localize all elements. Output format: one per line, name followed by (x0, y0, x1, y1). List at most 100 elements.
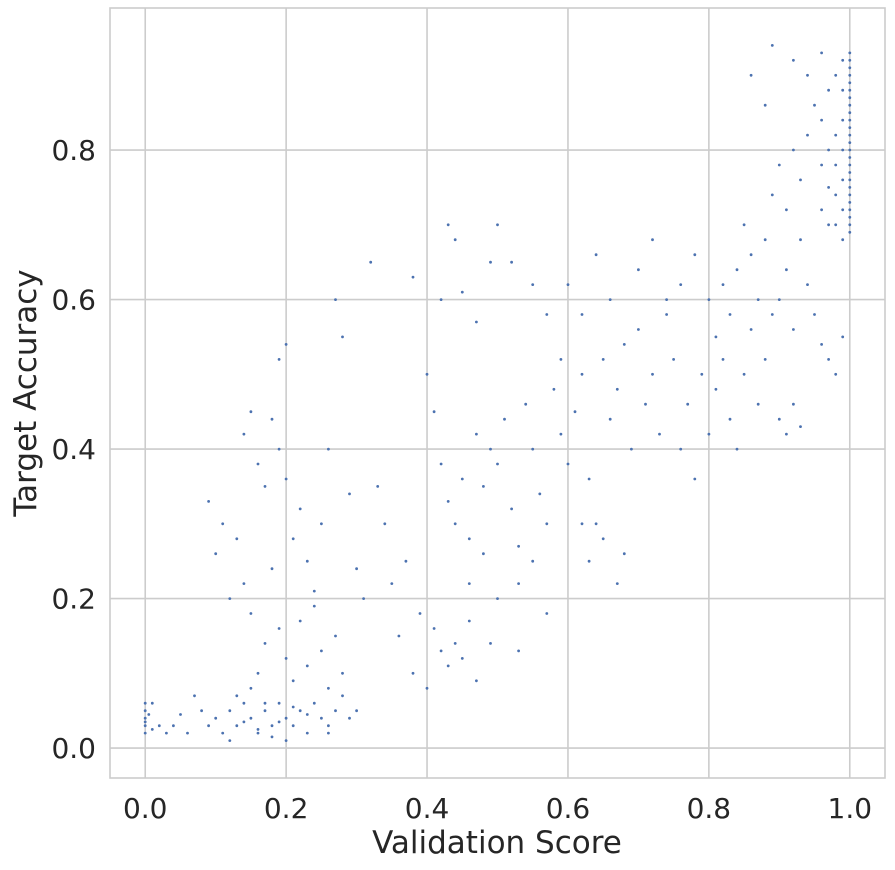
data-point (418, 612, 422, 615)
data-point (820, 51, 823, 55)
data-point (573, 410, 577, 414)
data-point (848, 96, 852, 100)
plot-area-frame (109, 7, 886, 779)
data-point (841, 118, 845, 122)
data-point (475, 679, 478, 683)
data-point (460, 657, 464, 660)
data-point (172, 724, 175, 728)
x-tick-label: 0.8 (687, 792, 732, 825)
data-point (404, 559, 408, 563)
data-point (777, 163, 781, 167)
data-point (249, 612, 253, 615)
data-point (834, 73, 838, 77)
data-point (841, 208, 845, 212)
data-point (848, 148, 852, 152)
data-point (777, 298, 781, 301)
data-point (707, 432, 711, 436)
data-point (834, 163, 838, 167)
data-point (799, 238, 802, 242)
data-point (714, 335, 718, 339)
data-point (467, 582, 471, 585)
data-point (242, 582, 246, 585)
data-point (411, 671, 415, 675)
data-point (517, 582, 520, 585)
data-point (841, 148, 845, 152)
data-point (728, 313, 732, 316)
data-point (312, 701, 316, 705)
data-point (256, 731, 260, 735)
data-point (214, 716, 218, 720)
data-point (517, 544, 520, 548)
data-point (510, 260, 513, 264)
data-point (214, 552, 218, 556)
data-point (848, 193, 852, 197)
data-point (143, 716, 147, 720)
data-point (467, 619, 471, 623)
data-point (496, 597, 499, 600)
data-point (150, 728, 154, 731)
data-point (848, 81, 852, 85)
data-point (143, 701, 147, 705)
data-point (792, 402, 795, 406)
data-point (446, 664, 450, 668)
data-point (813, 313, 816, 316)
data-point (665, 313, 668, 316)
data-point (841, 335, 845, 339)
y-tick-label: 0.6 (51, 284, 96, 317)
data-point (848, 58, 852, 62)
data-point (277, 358, 281, 361)
data-point (348, 492, 351, 496)
data-point (848, 230, 852, 234)
data-point (305, 731, 309, 735)
x-tick-label: 0.6 (546, 792, 591, 825)
data-point (327, 731, 330, 735)
data-point (334, 709, 337, 713)
data-point (249, 410, 253, 414)
y-axis-ticks: 0.0 0.2 0.4 0.6 0.8 (51, 134, 96, 765)
data-point (446, 500, 450, 503)
data-point (594, 253, 598, 257)
data-point (770, 193, 774, 197)
y-tick-label: 0.2 (51, 583, 96, 616)
data-point (150, 701, 154, 705)
data-point (658, 432, 661, 436)
data-point (785, 432, 788, 436)
data-point (263, 485, 267, 488)
data-point (284, 739, 288, 742)
data-point (841, 58, 845, 62)
data-point (601, 358, 605, 361)
data-point (284, 477, 288, 481)
data-point (228, 597, 232, 600)
data-point (735, 268, 739, 272)
data-point (510, 507, 513, 511)
data-point (749, 253, 753, 257)
data-point (785, 208, 788, 212)
data-point (785, 268, 788, 272)
data-point (827, 223, 830, 227)
data-point (284, 716, 288, 720)
data-point (200, 709, 204, 713)
data-point (327, 686, 330, 690)
data-point (256, 728, 260, 731)
data-point (341, 671, 344, 675)
data-point (594, 522, 598, 526)
data-point (327, 724, 330, 728)
data-point (143, 709, 147, 713)
data-point (165, 731, 168, 735)
data-point (714, 387, 718, 391)
data-point (235, 537, 239, 541)
data-point (270, 567, 274, 571)
data-point (263, 701, 267, 705)
x-tick-label: 0.0 (123, 792, 168, 825)
data-point (460, 290, 464, 294)
data-point (848, 171, 852, 174)
data-point (524, 402, 528, 406)
data-point (721, 358, 725, 361)
data-point (221, 522, 225, 526)
data-point (841, 238, 845, 242)
data-point (806, 133, 809, 137)
data-point (425, 686, 429, 690)
data-point (622, 552, 626, 556)
data-point (665, 298, 668, 301)
